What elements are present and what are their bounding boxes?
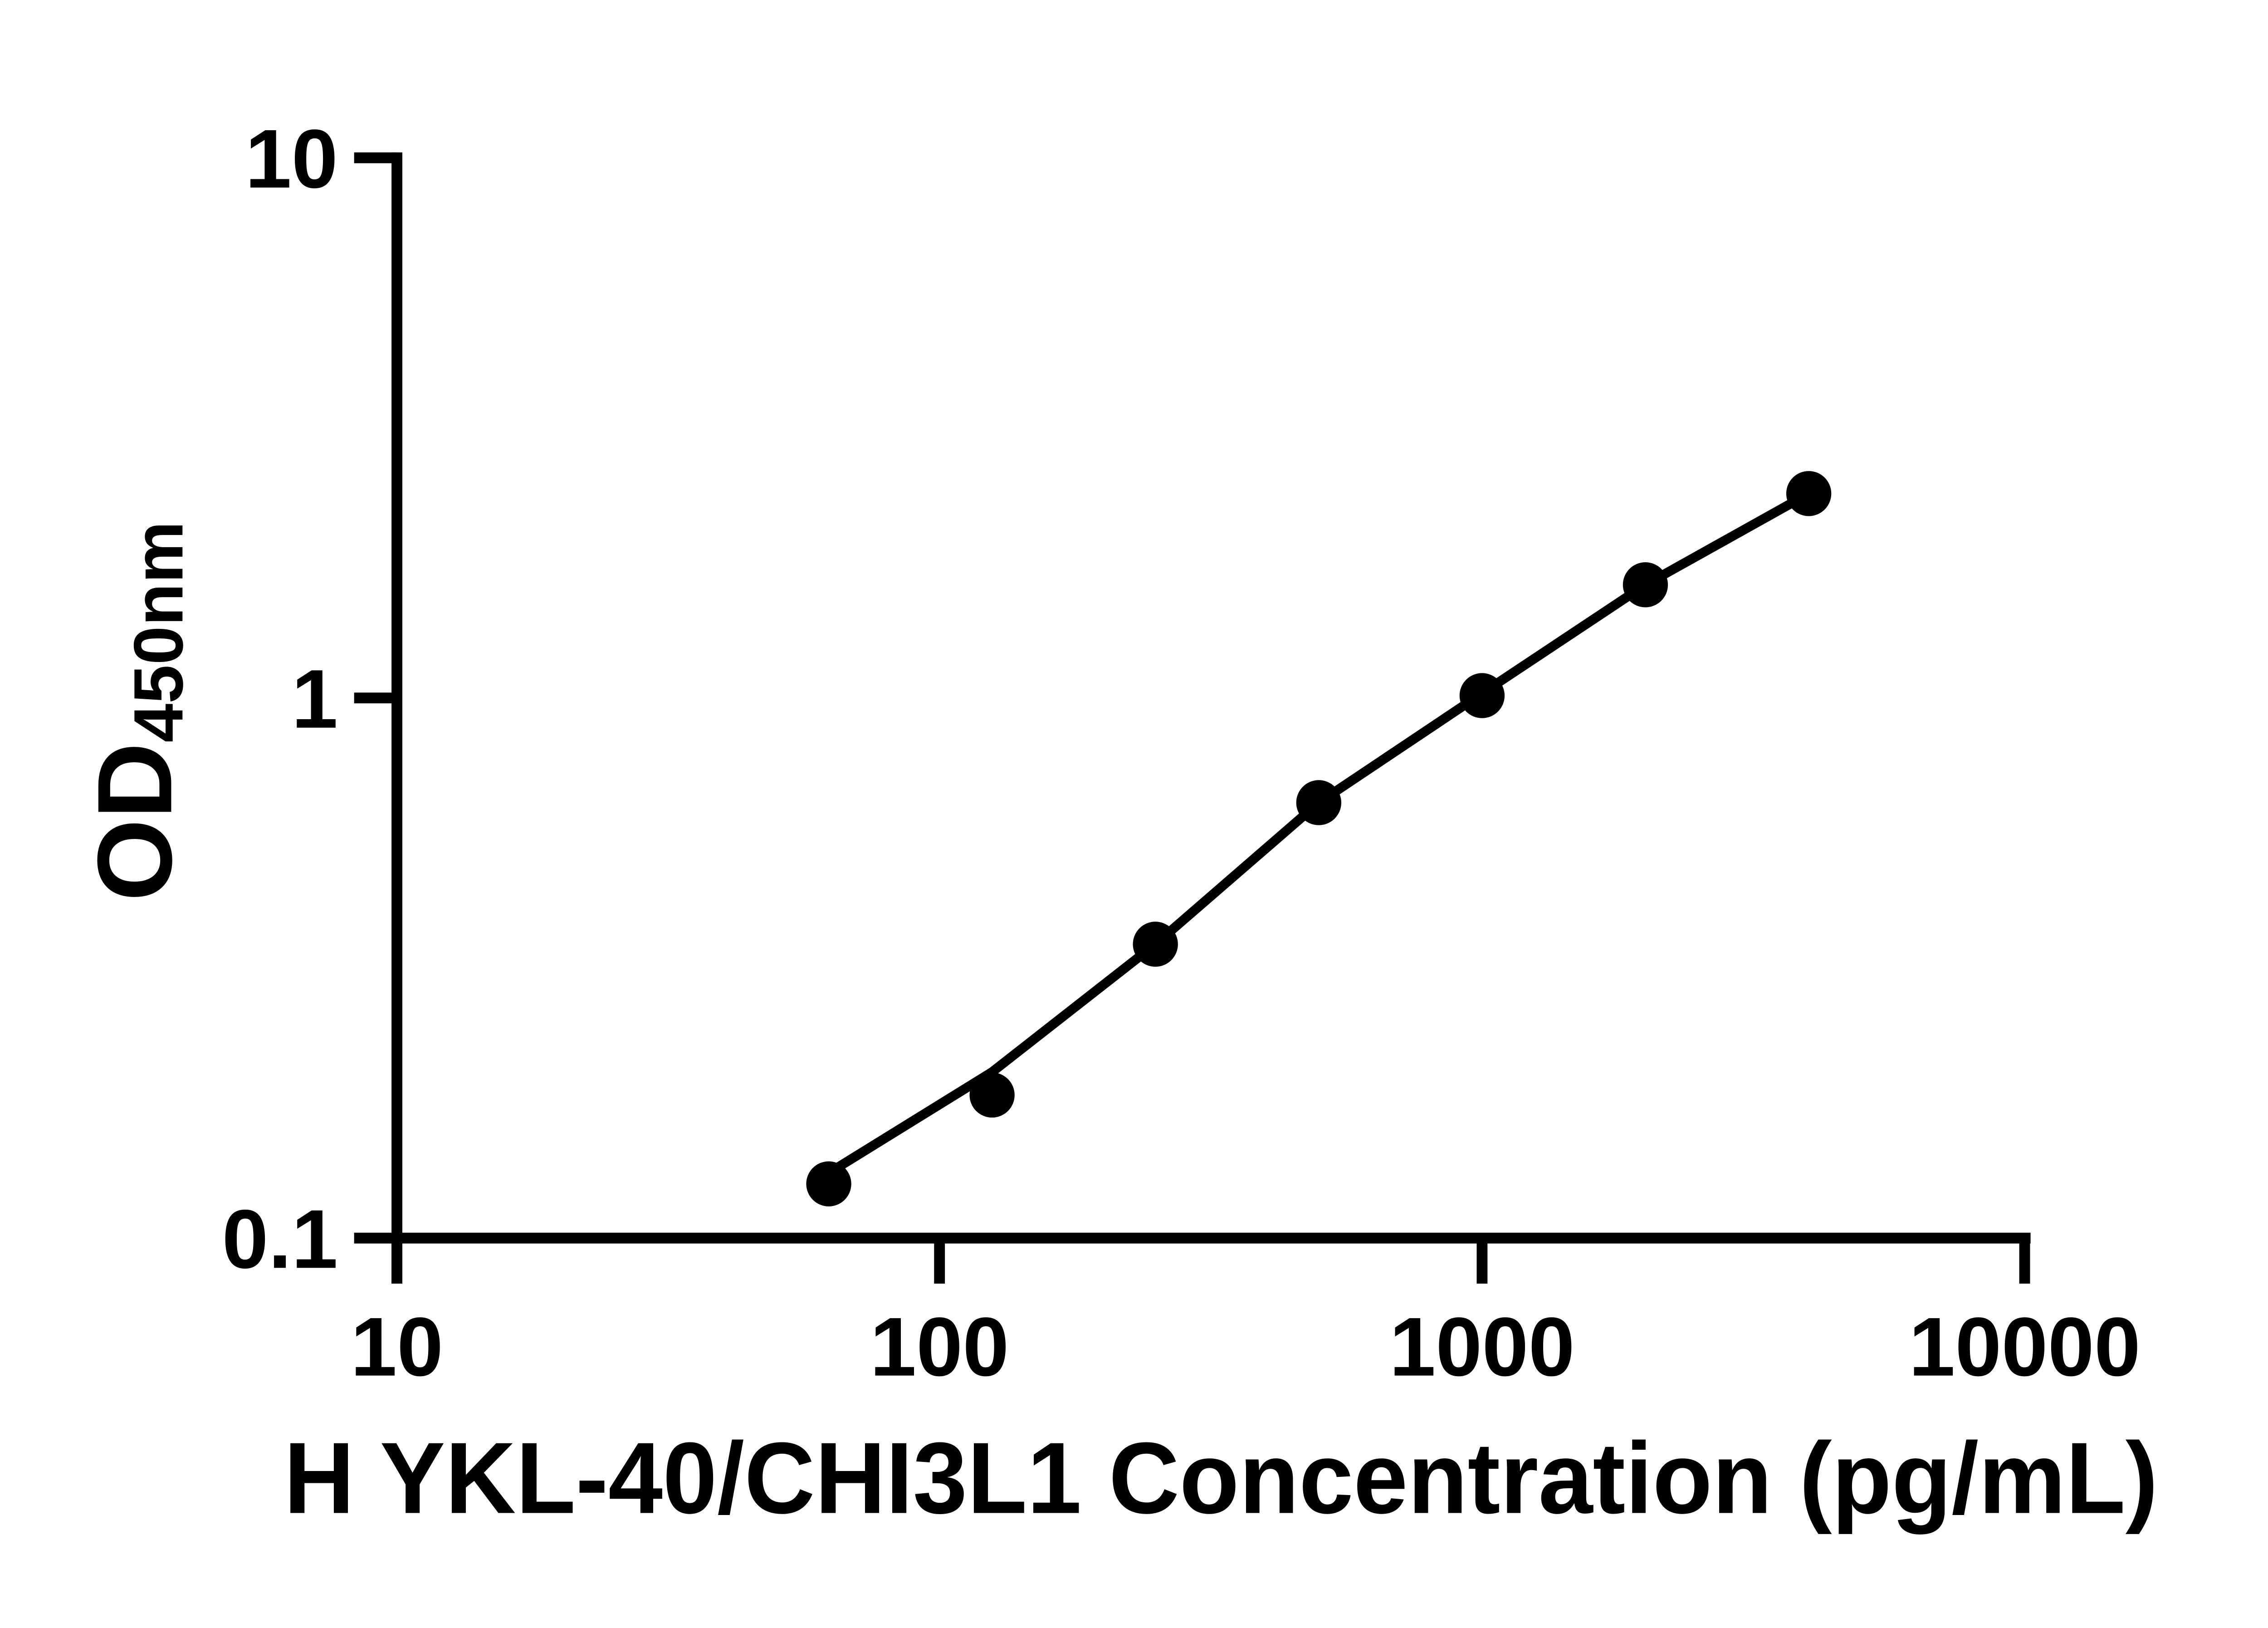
- y-axis-title-subscript: 450nm: [119, 521, 197, 743]
- data-point: [806, 1161, 851, 1206]
- x-tick-label: 1000: [1389, 1300, 1575, 1393]
- data-point: [1459, 673, 1505, 718]
- y-tick-label: 1: [292, 652, 338, 745]
- x-tick-label: 10000: [1909, 1300, 2141, 1393]
- x-tick-label: 10: [351, 1300, 443, 1393]
- data-point: [1786, 471, 1832, 516]
- data-point: [1623, 562, 1668, 608]
- x-tick-label: 100: [870, 1300, 1009, 1393]
- x-axis-title: H YKL-40/CHI3L1 Concentration (pg/mL): [284, 1422, 2158, 1535]
- y-axis-title: OD450nm: [76, 521, 197, 902]
- data-point: [1133, 922, 1178, 967]
- y-tick-label: 0.1: [222, 1192, 337, 1285]
- data-point: [1296, 780, 1341, 825]
- y-axis-title-main: OD: [76, 742, 194, 901]
- y-tick-label: 10: [245, 112, 338, 205]
- data-point: [969, 1072, 1015, 1118]
